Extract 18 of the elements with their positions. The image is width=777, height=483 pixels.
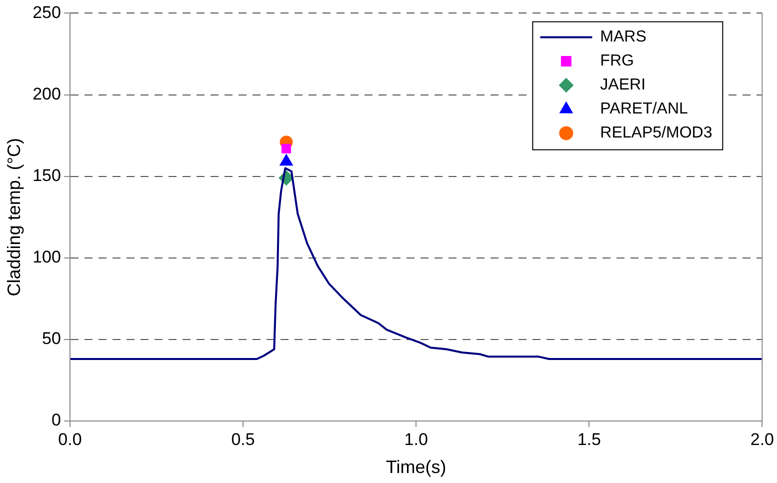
x-tick-label: 1.5 (577, 430, 601, 449)
x-tick-label: 0.0 (58, 430, 82, 449)
legend-label: MARS (600, 28, 646, 46)
x-tick-label: 2.0 (750, 430, 774, 449)
x-tick-label: 1.0 (404, 430, 428, 449)
legend-label: RELAP5/MOD3 (600, 124, 712, 142)
y-tick-label: 50 (42, 329, 61, 348)
y-tick-label: 0 (51, 410, 61, 430)
legend-label: FRG (600, 52, 634, 70)
y-tick-label: 250 (32, 2, 61, 22)
y-tick-label: 100 (32, 248, 61, 267)
x-tick-label: 0.5 (231, 430, 255, 449)
y-tick-label: 150 (32, 166, 61, 186)
legend-label: JAERI (600, 76, 646, 94)
x-axis-title: Time(s) (386, 457, 446, 478)
legend-label: PARET/ANL (600, 100, 688, 118)
y-tick-label: 200 (32, 84, 61, 104)
y-axis-title: Cladding temp. (°C) (4, 138, 24, 296)
